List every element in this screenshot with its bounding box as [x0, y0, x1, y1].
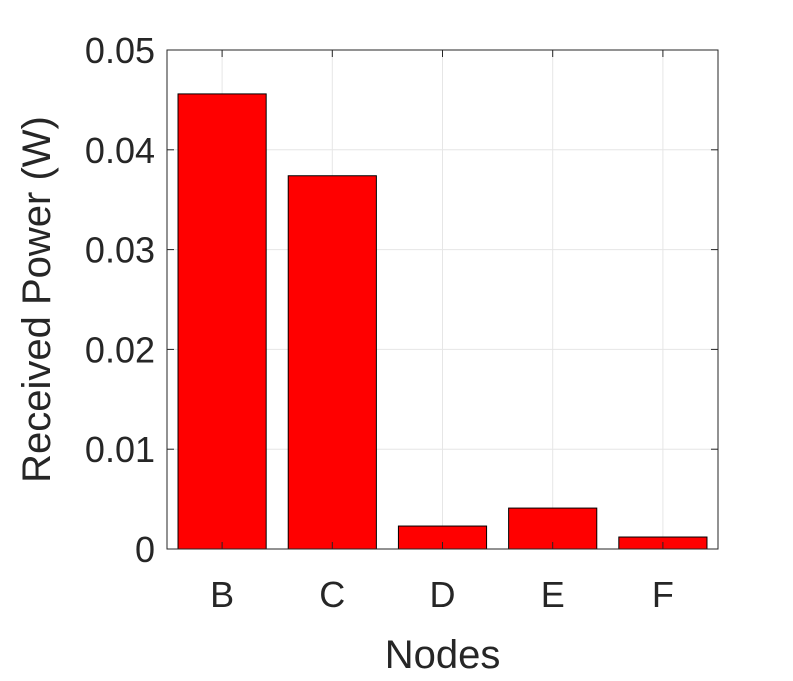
x-axis-label: Nodes — [385, 633, 501, 677]
y-tick-label: 0 — [135, 529, 155, 570]
y-tick-label: 0.02 — [85, 329, 155, 370]
y-axis-label: Received Power (W) — [15, 116, 59, 483]
y-tick-label: 0.03 — [85, 230, 155, 271]
x-tick-label: C — [319, 574, 345, 615]
tick-layer: 0 0.01 0.02 0.03 0.04 0.05 B C D E F — [85, 30, 718, 615]
y-tick-label: 0.05 — [85, 30, 155, 71]
x-tick-label: E — [541, 574, 565, 615]
x-tick-label: B — [210, 574, 234, 615]
bar-B — [177, 93, 267, 550]
y-tick-label: 0.01 — [85, 429, 155, 470]
x-tick-label: D — [430, 574, 456, 615]
y-tick-label: 0.04 — [85, 130, 155, 171]
bar-C — [287, 175, 377, 550]
x-tick-label: F — [652, 574, 674, 615]
bar-layer — [177, 93, 708, 550]
